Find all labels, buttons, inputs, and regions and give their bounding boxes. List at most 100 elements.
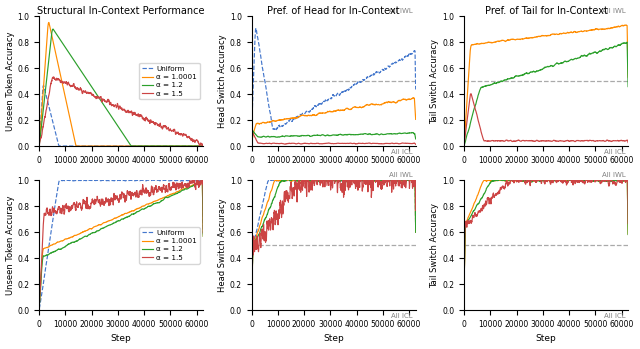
α = 1.5 — [108, 198, 115, 202]
α = 1.5 — [624, 221, 632, 225]
α = 1.5 — [376, 142, 383, 146]
Line: α = 1.2: α = 1.2 — [252, 131, 416, 139]
α = 1.0001 — [527, 178, 534, 182]
Text: All IWL: All IWL — [389, 172, 413, 178]
α = 1.2 — [314, 133, 322, 138]
Line: α = 1.2: α = 1.2 — [39, 181, 204, 306]
α = 1.0001 — [591, 178, 599, 182]
Y-axis label: Unseen Token Accuracy: Unseen Token Accuracy — [6, 195, 15, 295]
α = 1.5 — [248, 137, 255, 141]
α = 1.0001 — [264, 120, 272, 124]
Line: α = 1.0001: α = 1.0001 — [39, 22, 204, 146]
α = 1.2 — [460, 284, 468, 288]
α = 1.2 — [265, 134, 273, 139]
Uniform — [360, 78, 368, 82]
X-axis label: Step: Step — [111, 334, 132, 343]
α = 1.5 — [532, 139, 540, 143]
Text: All ICL: All ICL — [604, 313, 625, 319]
α = 1.5 — [527, 139, 534, 143]
Uniform — [314, 179, 322, 183]
α = 1.0001 — [108, 144, 116, 148]
Line: α = 1.2: α = 1.2 — [464, 42, 628, 146]
α = 1.5 — [248, 305, 255, 309]
Uniform — [379, 178, 387, 183]
Line: α = 1.5: α = 1.5 — [252, 174, 416, 307]
α = 1.5 — [200, 142, 207, 146]
α = 1.0001 — [102, 220, 109, 224]
α = 1.0001 — [200, 234, 207, 238]
α = 1.5 — [314, 141, 322, 145]
Uniform — [355, 177, 363, 181]
Line: α = 1.2: α = 1.2 — [252, 179, 416, 294]
Line: α = 1.0001: α = 1.0001 — [464, 179, 628, 285]
α = 1.0001 — [532, 35, 540, 39]
α = 1.2 — [35, 304, 43, 308]
α = 1.0001 — [148, 144, 156, 148]
α = 1.2 — [573, 57, 580, 61]
α = 1.0001 — [409, 96, 417, 100]
α = 1.5 — [102, 200, 109, 204]
α = 1.5 — [320, 172, 328, 176]
α = 1.0001 — [35, 303, 43, 307]
α = 1.5 — [50, 75, 58, 79]
α = 1.2 — [166, 144, 174, 148]
α = 1.0001 — [200, 144, 207, 148]
α = 1.0001 — [376, 103, 383, 107]
α = 1.5 — [198, 173, 205, 177]
α = 1.5 — [264, 226, 272, 230]
Text: All ICL: All ICL — [391, 149, 413, 155]
α = 1.0001 — [623, 23, 630, 27]
α = 1.5 — [320, 141, 328, 146]
X-axis label: Step: Step — [536, 334, 556, 343]
Uniform — [108, 178, 115, 183]
α = 1.2 — [128, 144, 136, 148]
α = 1.5 — [148, 189, 156, 193]
α = 1.0001 — [588, 178, 596, 182]
Uniform — [248, 293, 255, 297]
α = 1.2 — [148, 203, 156, 207]
α = 1.5 — [412, 142, 420, 147]
α = 1.0001 — [314, 179, 322, 183]
α = 1.5 — [573, 139, 580, 143]
α = 1.2 — [349, 177, 356, 181]
Uniform — [320, 99, 328, 104]
Uniform — [376, 70, 383, 75]
α = 1.5 — [591, 180, 599, 184]
Y-axis label: Tail Switch Accuracy: Tail Switch Accuracy — [430, 39, 440, 124]
Uniform — [102, 178, 109, 183]
α = 1.2 — [588, 51, 596, 55]
Uniform — [264, 179, 272, 183]
α = 1.0001 — [460, 283, 468, 288]
Uniform — [166, 144, 174, 148]
α = 1.2 — [623, 40, 631, 44]
α = 1.0001 — [573, 178, 580, 183]
Uniform — [148, 178, 156, 182]
α = 1.5 — [588, 178, 596, 183]
α = 1.2 — [249, 129, 257, 133]
α = 1.0001 — [102, 144, 109, 148]
Uniform — [52, 198, 60, 202]
α = 1.0001 — [360, 177, 368, 181]
α = 1.5 — [314, 172, 322, 176]
α = 1.2 — [624, 232, 632, 237]
α = 1.0001 — [588, 28, 596, 32]
α = 1.5 — [249, 131, 257, 135]
α = 1.5 — [265, 141, 273, 146]
Uniform — [40, 83, 47, 88]
α = 1.5 — [148, 120, 156, 124]
α = 1.0001 — [360, 104, 368, 109]
α = 1.5 — [360, 141, 368, 146]
α = 1.0001 — [198, 179, 206, 183]
α = 1.2 — [563, 177, 570, 181]
α = 1.0001 — [477, 184, 484, 188]
α = 1.0001 — [166, 192, 174, 196]
Y-axis label: Head Switch Accuracy: Head Switch Accuracy — [218, 34, 227, 128]
α = 1.2 — [264, 208, 272, 213]
Line: α = 1.0001: α = 1.0001 — [464, 25, 628, 142]
α = 1.5 — [376, 180, 383, 185]
Title: Structural In-Context Performance: Structural In-Context Performance — [38, 6, 205, 16]
α = 1.2 — [412, 230, 420, 235]
α = 1.0001 — [379, 179, 387, 183]
α = 1.2 — [376, 133, 383, 137]
α = 1.5 — [520, 173, 527, 178]
